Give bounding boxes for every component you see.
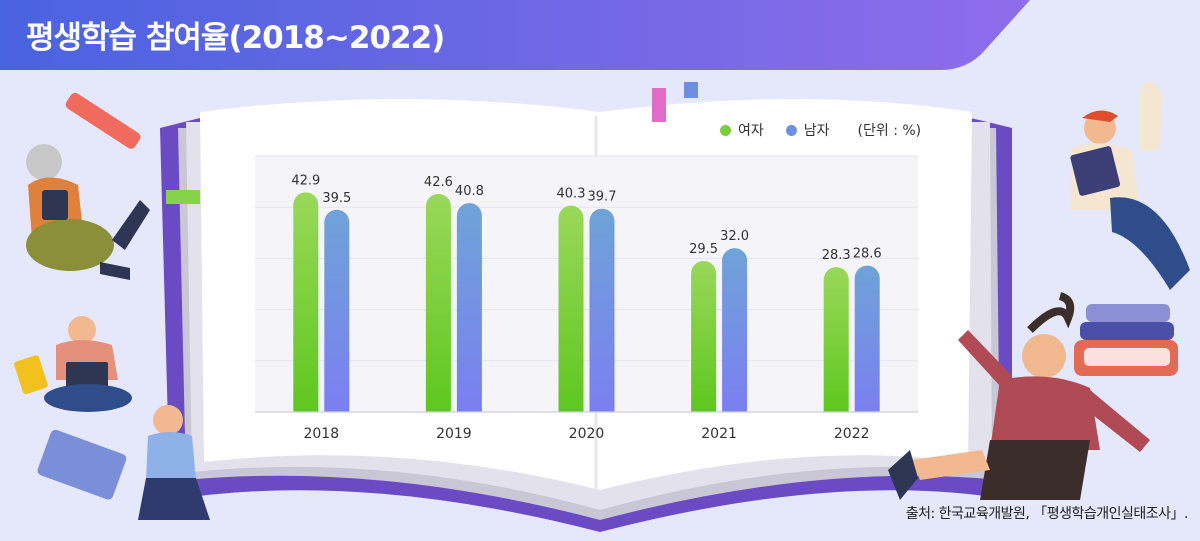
bookmark-pink xyxy=(652,88,666,122)
woman-with-pencil-illustration xyxy=(26,92,150,280)
legend-female-label: 여자 xyxy=(738,123,764,139)
plot-area-background xyxy=(255,156,918,412)
x-tick-2021: 2021 xyxy=(701,426,737,442)
bar-male-2018 xyxy=(324,209,350,412)
source-note: 출처: 한국교육개발원, 「평생학습개인실태조사」. xyxy=(905,506,1189,522)
legend: 여자 남자 (단위 : %) xyxy=(720,120,921,140)
value-label-female-2021: 29.5 xyxy=(689,242,718,257)
page-title: 평생학습 참여율(2018~2022) xyxy=(26,20,445,56)
value-label-male-2018: 39.5 xyxy=(322,191,351,206)
chart-value-labels: 42.939.5 42.640.8 40.3 39.7 29.532.0 28.3 28.6 xyxy=(291,173,881,263)
value-label-female-2018: 42.9 xyxy=(291,173,320,188)
bar-female-2019 xyxy=(425,193,451,412)
value-label-male-2019: 40.8 xyxy=(455,184,484,199)
value-label-male-2020: 39.7 xyxy=(588,190,617,205)
chart-bars xyxy=(293,192,880,412)
bar-male-2021 xyxy=(722,248,748,412)
stacked-books-illustration xyxy=(1074,304,1178,376)
bar-male-2022 xyxy=(854,265,880,412)
x-tick-2020: 2020 xyxy=(569,426,605,442)
legend-female-dot xyxy=(720,124,731,136)
value-label-male-2021: 32.0 xyxy=(720,229,749,244)
legend-male-label: 남자 xyxy=(803,123,830,139)
bar-male-2020 xyxy=(589,208,615,412)
x-tick-2018: 2018 xyxy=(303,426,339,442)
bar-female-2022 xyxy=(823,267,849,412)
boy-reading-illustration xyxy=(1070,81,1190,290)
bar-female-2021 xyxy=(691,260,717,412)
legend-item-female: 여자 xyxy=(720,120,764,140)
value-label-female-2022: 28.3 xyxy=(822,248,851,263)
x-tick-2019: 2019 xyxy=(436,426,472,442)
bar-female-2018 xyxy=(293,192,319,412)
bookmark-blue xyxy=(684,82,698,98)
bookmark-green xyxy=(166,190,200,204)
value-label-male-2022: 28.6 xyxy=(853,247,882,262)
legend-male-dot xyxy=(785,124,797,136)
girl-with-monitor-illustration xyxy=(37,405,210,520)
bar-male-2019 xyxy=(456,203,482,412)
bar-female-2020 xyxy=(558,205,584,412)
title-banner xyxy=(0,0,1030,70)
x-tick-2022: 2022 xyxy=(834,426,870,442)
value-label-female-2019: 42.6 xyxy=(424,175,453,190)
value-label-female-2020: 40.3 xyxy=(557,187,586,202)
jumping-woman-illustration xyxy=(888,292,1150,500)
unit-label: (단위 : %) xyxy=(857,123,922,139)
legend-item-male: 남자 xyxy=(785,120,830,140)
chart-gridlines xyxy=(255,155,918,412)
student-with-laptop-illustration xyxy=(14,316,132,412)
chart-x-tick-labels: 2018 2019 2020 2021 2022 xyxy=(303,426,869,442)
